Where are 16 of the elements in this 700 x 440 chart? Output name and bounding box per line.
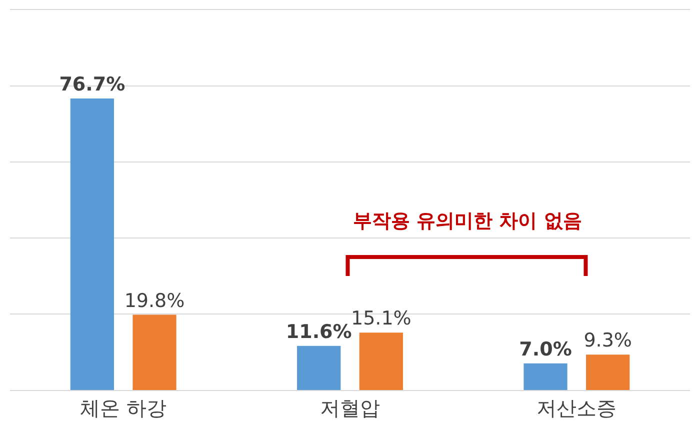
data-label: 9.3% xyxy=(584,330,632,352)
data-label: 11.6% xyxy=(286,320,352,343)
x-tick-label: 저산소증 xyxy=(536,396,617,420)
bar xyxy=(586,354,630,390)
bar xyxy=(524,363,568,390)
data-label: 7.0% xyxy=(519,338,572,360)
x-tick-label: 저혈압 xyxy=(320,396,380,420)
bar xyxy=(132,314,176,390)
x-tick-label: 체온 하강 xyxy=(80,396,167,420)
annotation: 부작용 유의미한 차이 없음 xyxy=(353,210,582,232)
bar xyxy=(297,346,341,390)
data-label: 19.8% xyxy=(124,290,185,312)
bar xyxy=(359,332,403,390)
data-label: 15.1% xyxy=(350,308,412,330)
data-label: 76.7% xyxy=(59,74,126,96)
bar xyxy=(70,98,114,390)
